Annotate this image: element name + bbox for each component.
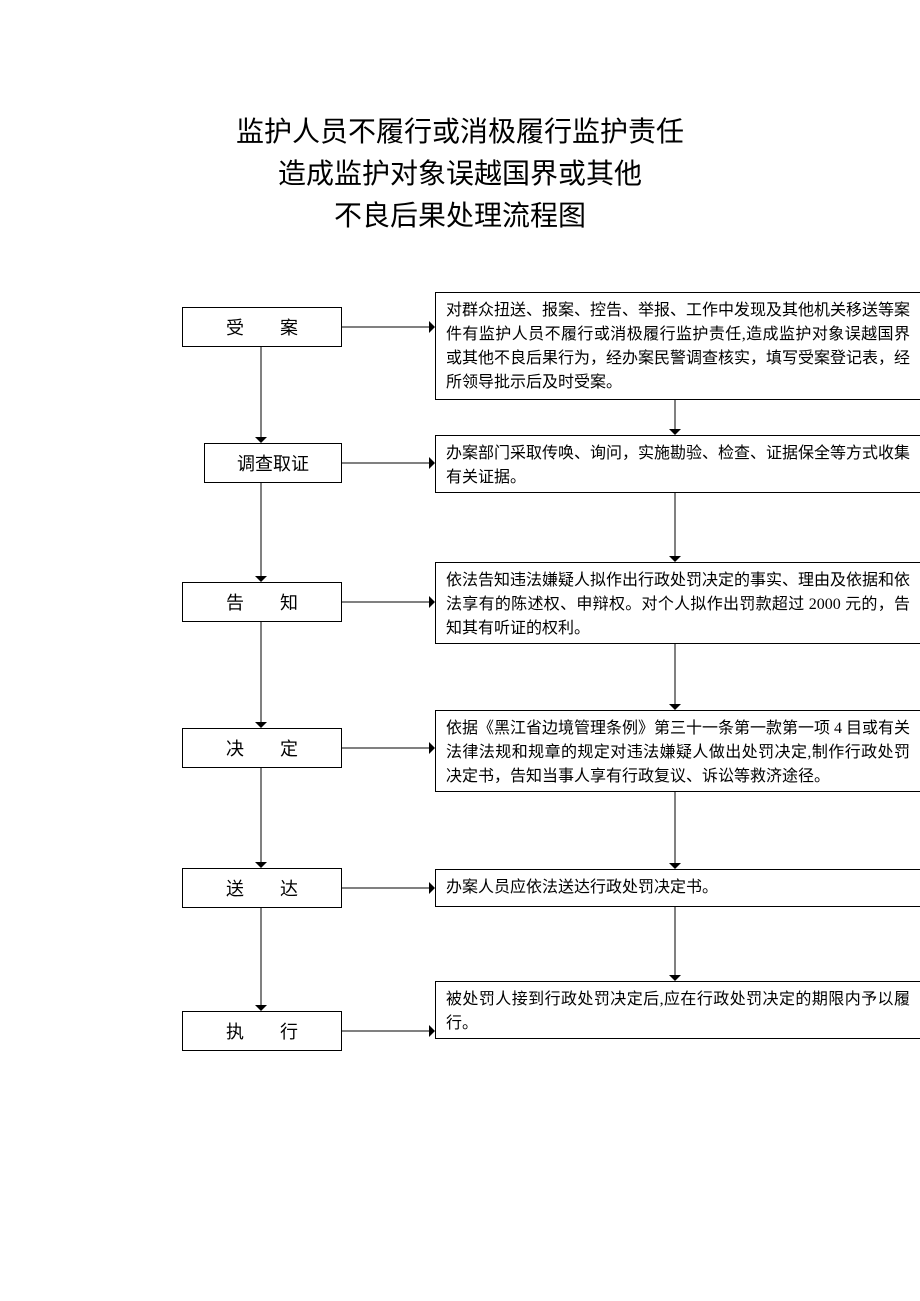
flow-node-n4: 决 定 (182, 728, 342, 768)
title-line-2: 造成监护对象误越国界或其他 (0, 154, 920, 196)
flow-desc-text: 办案人员应依法送达行政处罚决定书。 (446, 879, 718, 896)
flow-node-label: 受 案 (226, 314, 298, 340)
flow-desc-text: 依法告知违法嫌疑人拟作出行政处罚决定的事实、理由及依据和依法享有的陈述权、申辩权… (446, 572, 910, 637)
flow-node-n2: 调查取证 (204, 443, 342, 483)
flow-node-label: 送 达 (226, 875, 298, 901)
flow-node-n1: 受 案 (182, 307, 342, 347)
flow-node-label: 决 定 (226, 735, 298, 761)
flow-desc-d1: 对群众扭送、报案、控告、举报、工作中发现及其他机关移送等案件有监护人员不履行或消… (435, 292, 920, 400)
flow-desc-d4: 依据《黑江省边境管理条例》第三十一条第一款第一项 4 目或有关法律法规和规章的规… (435, 710, 920, 792)
flow-desc-d6: 被处罚人接到行政处罚决定后,应在行政处罚决定的期限内予以履行。 (435, 981, 920, 1039)
flow-node-n6: 执 行 (182, 1011, 342, 1051)
flow-desc-text: 依据《黑江省边境管理条例》第三十一条第一款第一项 4 目或有关法律法规和规章的规… (446, 720, 910, 785)
flow-desc-d2: 办案部门采取传唤、询问，实施勘验、检查、证据保全等方式收集有关证据。 (435, 435, 920, 493)
flow-node-label: 执 行 (226, 1018, 298, 1044)
flow-node-n3: 告 知 (182, 582, 342, 622)
flow-desc-d3: 依法告知违法嫌疑人拟作出行政处罚决定的事实、理由及依据和依法享有的陈述权、申辩权… (435, 562, 920, 644)
title-line-1: 监护人员不履行或消极履行监护责任 (0, 112, 920, 154)
title-line-3: 不良后果处理流程图 (0, 196, 920, 238)
flow-node-n5: 送 达 (182, 868, 342, 908)
flowchart-page: 监护人员不履行或消极履行监护责任造成监护对象误越国界或其他不良后果处理流程图受 … (0, 0, 920, 1301)
flow-node-label: 告 知 (226, 589, 298, 615)
flow-desc-text: 被处罚人接到行政处罚决定后,应在行政处罚决定的期限内予以履行。 (446, 991, 910, 1032)
flow-node-label: 调查取证 (237, 450, 309, 476)
flow-desc-text: 对群众扭送、报案、控告、举报、工作中发现及其他机关移送等案件有监护人员不履行或消… (446, 302, 910, 391)
flow-desc-text: 办案部门采取传唤、询问，实施勘验、检查、证据保全等方式收集有关证据。 (446, 445, 910, 486)
flow-desc-d5: 办案人员应依法送达行政处罚决定书。 (435, 869, 920, 907)
